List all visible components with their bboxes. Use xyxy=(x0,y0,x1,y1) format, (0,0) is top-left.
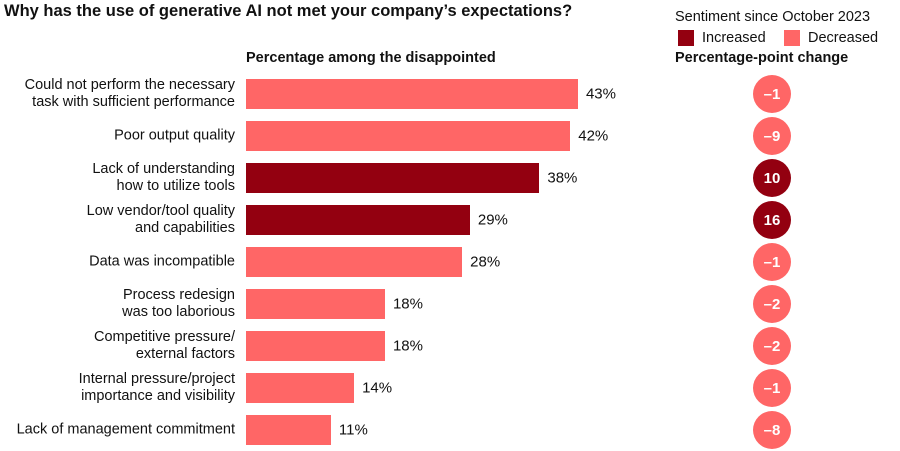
category-label: Competitive pressure/external factors xyxy=(0,329,235,363)
bar xyxy=(246,79,578,109)
pp-change-marker: 16 xyxy=(753,201,791,239)
category-label: Could not perform the necessary task with… xyxy=(0,77,235,111)
category-label-line: task with sufficient performance xyxy=(32,94,235,110)
pp-change-marker: –2 xyxy=(753,327,791,365)
category-label: Process redesign was too laborious xyxy=(0,287,235,321)
bar xyxy=(246,121,571,151)
category-label: Internal pressure/project importance and … xyxy=(0,371,235,405)
value-label: 28% xyxy=(470,253,501,271)
category-label: Poor output quality xyxy=(0,128,235,145)
bar xyxy=(246,331,385,361)
category-label: Low vendor/tool quality and capabilities xyxy=(0,203,235,237)
bar xyxy=(246,163,540,193)
bar xyxy=(246,289,385,319)
chart-subtitle: Percentage among the disappointed xyxy=(246,50,496,66)
pp-change-header: Percentage-point change xyxy=(675,50,849,66)
value-label: 11% xyxy=(338,421,368,439)
bar xyxy=(246,415,331,445)
value-label: 42% xyxy=(578,127,609,145)
value-label: 18% xyxy=(392,295,423,313)
legend-item-decreased: Decreased xyxy=(784,30,878,46)
value-label: 38% xyxy=(547,169,578,187)
legend-swatch-increased xyxy=(678,30,694,46)
pp-change-marker: –9 xyxy=(753,117,791,155)
category-label: Lack of management commitment xyxy=(0,422,235,439)
category-label-line: how to utilize tools xyxy=(116,178,235,194)
category-label-line: Internal pressure/project xyxy=(78,371,235,387)
value-label: 29% xyxy=(477,211,508,229)
bar xyxy=(246,373,355,403)
pp-change-marker: 10 xyxy=(753,159,791,197)
category-label-line: Poor output quality xyxy=(114,127,235,144)
category-label-line: and capabilities xyxy=(135,220,235,236)
legend-swatch-decreased xyxy=(784,30,800,46)
category-label-line: Competitive pressure/ xyxy=(93,329,235,345)
category-label-line: Lack of management commitment xyxy=(16,421,235,438)
category-label: Lack of understanding how to utilize tool… xyxy=(0,161,235,195)
value-label: 43% xyxy=(585,85,616,103)
category-label-line: importance and visibility xyxy=(81,388,235,404)
pp-change-marker: –1 xyxy=(753,243,791,281)
chart-title: Why has the use of generative AI not met… xyxy=(4,2,573,20)
category-label-line: Data was incompatible xyxy=(89,253,235,270)
legend-item-increased: Increased xyxy=(678,30,766,46)
category-label: Data was incompatible xyxy=(0,254,235,271)
category-label-line: Lack of understanding xyxy=(92,161,235,177)
value-label: 14% xyxy=(362,379,393,397)
category-label-line: Low vendor/tool quality xyxy=(86,203,235,219)
pp-change-marker: –2 xyxy=(753,285,791,323)
bar xyxy=(246,205,470,235)
bar xyxy=(246,247,463,277)
value-label: 18% xyxy=(392,337,423,355)
legend-title: Sentiment since October 2023 xyxy=(675,9,871,25)
category-label-line: Could not perform the necessary xyxy=(24,77,235,93)
legend-label: Decreased xyxy=(808,30,879,46)
legend-label: Increased xyxy=(702,30,766,46)
pp-change-marker: –8 xyxy=(753,411,791,449)
category-label-line: was too laborious xyxy=(122,304,235,320)
pp-change-marker: –1 xyxy=(753,369,791,407)
category-label-line: Process redesign xyxy=(122,287,235,303)
pp-change-marker: –1 xyxy=(753,75,791,113)
category-label-line: external factors xyxy=(135,346,235,362)
